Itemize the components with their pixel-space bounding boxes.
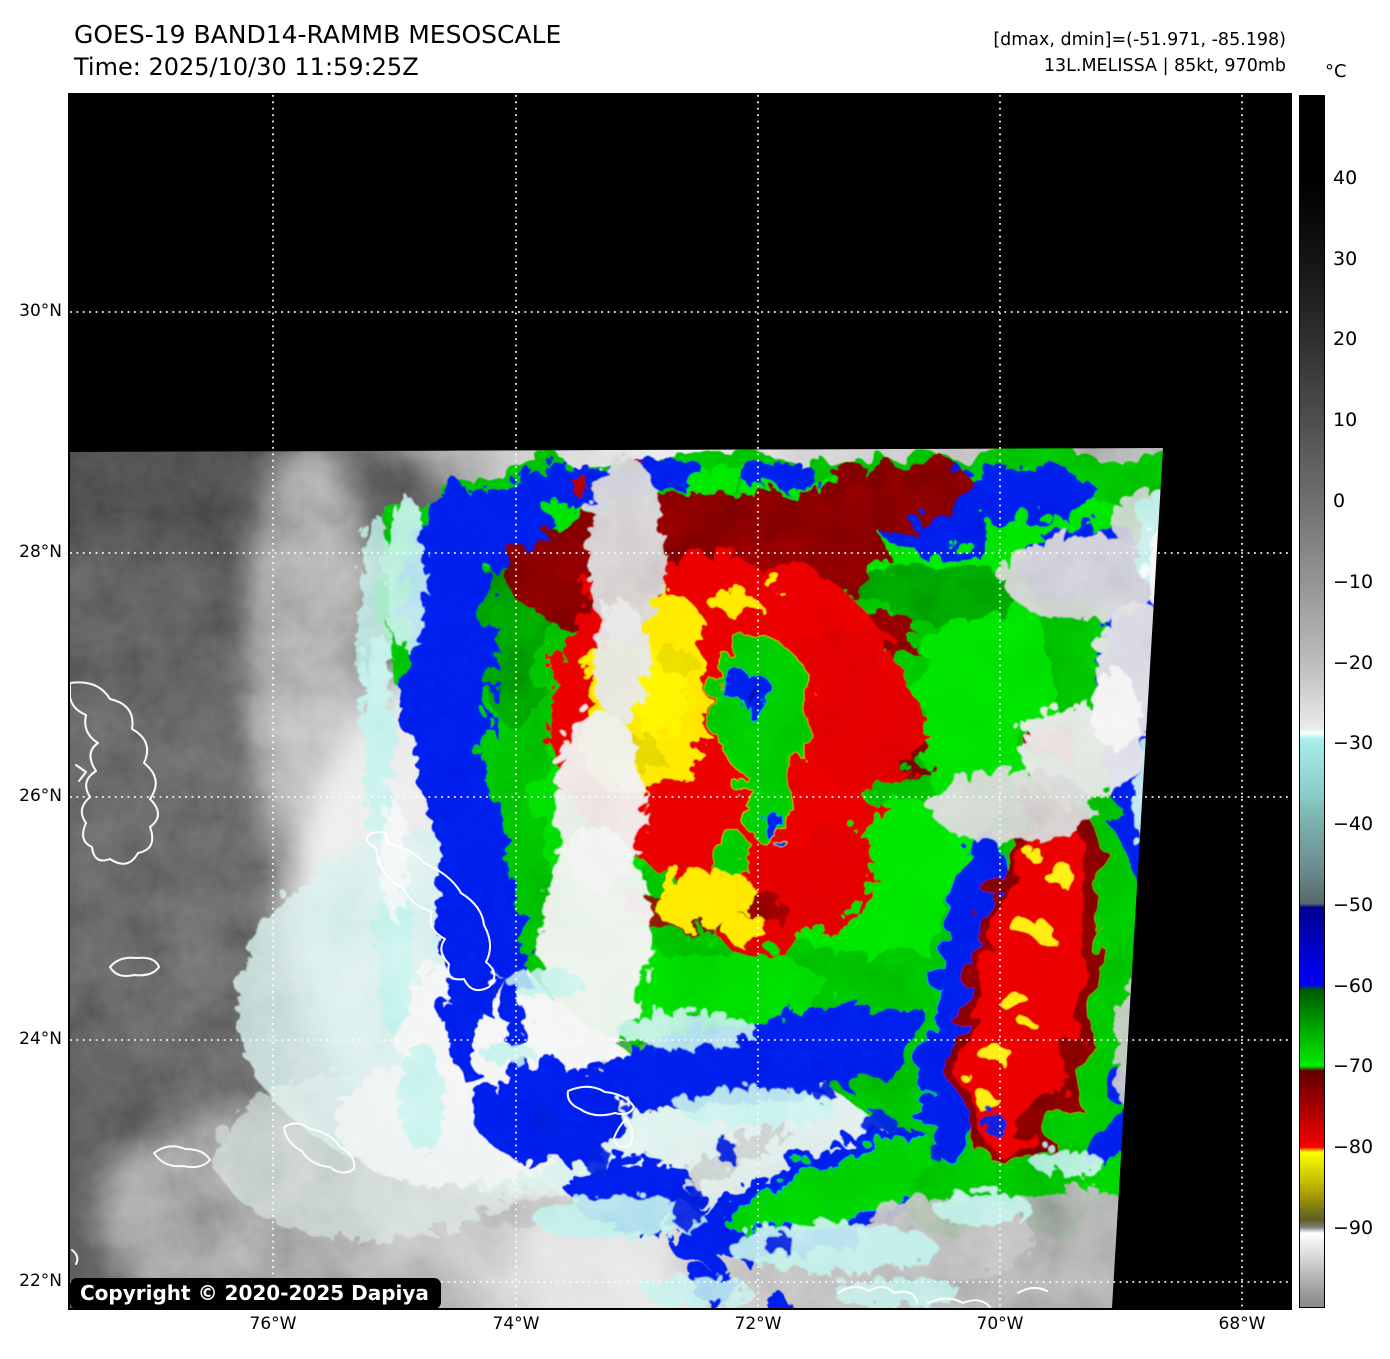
figure-title: GOES-19 BAND14-RAMMB MESOSCALE — [74, 20, 562, 49]
colorbar-tick-label: −30 — [1333, 732, 1374, 754]
colorbar-tick-label: −50 — [1333, 894, 1374, 916]
lat-tick-label: 28°N — [19, 542, 62, 562]
colorbar-tick-label: 10 — [1333, 409, 1358, 431]
lon-tick-label: 70°W — [976, 1314, 1024, 1334]
colorbar-tick-label: −70 — [1333, 1055, 1374, 1077]
copyright-badge: Copyright © 2020-2025 Dapiya — [70, 1278, 441, 1309]
colorbar-unit-label: °C — [1325, 61, 1347, 82]
satellite-map-area: Copyright © 2020-2025 Dapiya — [68, 93, 1292, 1310]
lon-tick-label: 74°W — [492, 1314, 540, 1334]
imagery-sector — [70, 448, 1163, 1308]
satellite-imagery — [70, 95, 1290, 1308]
time-label: Time: 2025/10/30 11:59:25Z — [74, 53, 419, 81]
colorbar-tick-label: −60 — [1333, 975, 1374, 997]
lat-tick-label: 26°N — [19, 786, 62, 806]
dmax-dmin-annotation: [dmax, dmin]=(-51.971, -85.198) — [993, 30, 1286, 50]
lon-tick-label: 68°W — [1218, 1314, 1266, 1334]
cloud-fine-grain — [70, 448, 1163, 1308]
colorbar-tick-label: −80 — [1333, 1136, 1374, 1158]
colorbar — [1299, 95, 1325, 1308]
storm-info-annotation: 13L.MELISSA | 85kt, 970mb — [1043, 56, 1286, 76]
colorbar-tick-label: 0 — [1333, 490, 1346, 512]
colorbar-tick-label: 40 — [1333, 167, 1358, 189]
lat-tick-label: 30°N — [19, 301, 62, 321]
lat-tick-label: 22°N — [19, 1271, 62, 1291]
colorbar-tick-label: −20 — [1333, 652, 1374, 674]
colorbar-tick-label: 20 — [1333, 328, 1358, 350]
lon-tick-label: 76°W — [249, 1314, 297, 1334]
colorbar-tick-label: −40 — [1333, 813, 1374, 835]
colorbar-tick-label: 30 — [1333, 248, 1358, 270]
lat-tick-label: 24°N — [19, 1029, 62, 1049]
colorbar-gradient — [1300, 96, 1324, 1307]
lon-tick-label: 72°W — [734, 1314, 782, 1334]
colorbar-tick-label: −10 — [1333, 571, 1374, 593]
colorbar-tick-label: −90 — [1333, 1217, 1374, 1239]
